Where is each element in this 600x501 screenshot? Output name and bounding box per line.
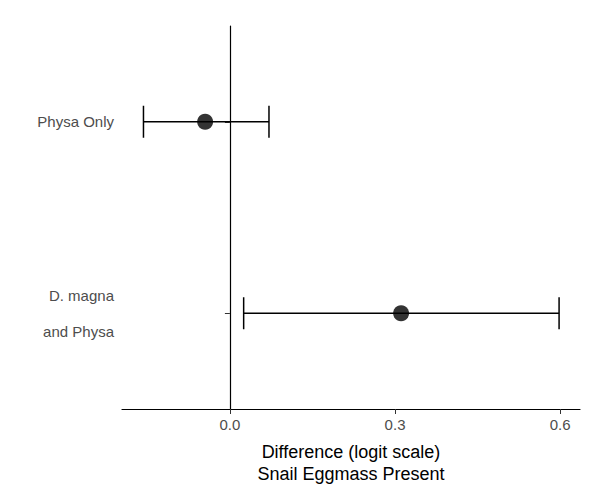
svg-text:0.0: 0.0 [219, 416, 240, 433]
svg-text:and Physa: and Physa [43, 323, 115, 340]
svg-text:Difference (logit scale): Difference (logit scale) [262, 442, 441, 462]
svg-text:D. magna: D. magna [49, 287, 115, 304]
svg-text:Physa Only: Physa Only [37, 113, 114, 130]
svg-text:Snail Eggmass Present: Snail Eggmass Present [257, 464, 444, 484]
svg-text:0.6: 0.6 [550, 416, 571, 433]
svg-text:0.3: 0.3 [385, 416, 406, 433]
